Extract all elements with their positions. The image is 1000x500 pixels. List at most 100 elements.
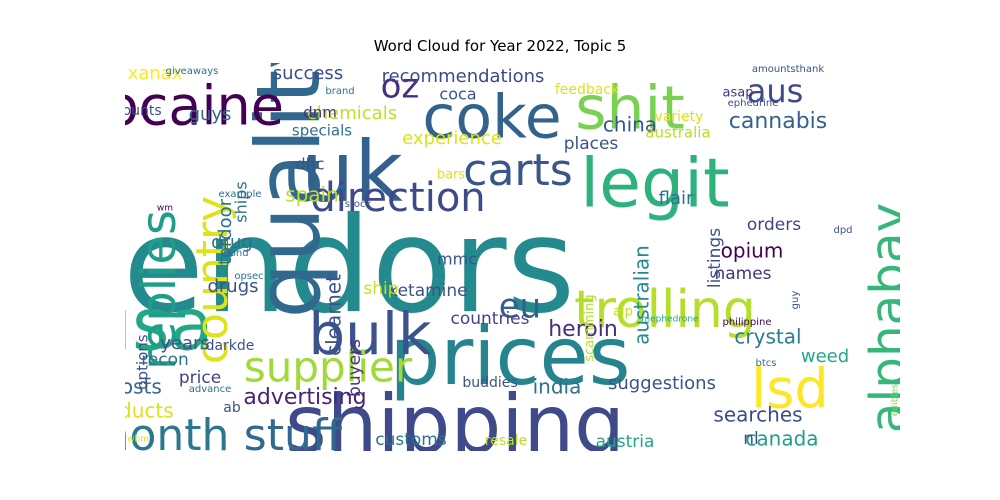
- word-cloud: vendorsqualityukpricesshippingusalegitco…: [125, 63, 900, 451]
- word-giveaways: giveaways: [166, 66, 219, 77]
- word-shit: shit: [575, 74, 684, 144]
- word-countries: countries: [451, 309, 530, 329]
- word-replies: replies: [131, 210, 187, 370]
- word-ship: ship: [363, 279, 398, 299]
- word-quality: quality: [237, 63, 340, 319]
- word-customs: customs: [375, 430, 447, 450]
- word-names: names: [714, 264, 771, 284]
- word-mmc: mmc: [437, 250, 477, 269]
- word-stuff: stuff: [244, 410, 344, 451]
- word-prices: prices: [390, 310, 631, 403]
- word-carts: carts: [463, 145, 572, 196]
- word-opsec: opsec: [234, 271, 263, 282]
- word-ab: ab: [223, 400, 241, 416]
- word-cocaine: cocaine: [125, 75, 284, 138]
- word-nl: nl: [743, 429, 759, 449]
- word-whm: whm: [127, 435, 149, 445]
- word-guys: guys: [189, 104, 232, 125]
- word-scamming: scamming: [583, 294, 598, 361]
- word-ketamine: ketamine: [388, 281, 467, 301]
- word-price: price: [179, 368, 221, 388]
- word-example: example: [218, 189, 261, 200]
- word-austria: austria: [596, 432, 655, 451]
- word-dnm: dnm: [303, 104, 337, 122]
- word-australian: australian: [630, 245, 654, 345]
- word-coca: coca: [439, 85, 476, 104]
- word-crystal: crystal: [734, 325, 801, 349]
- word-direction: direction: [310, 175, 485, 221]
- word-dhc: dhc: [295, 155, 324, 174]
- word-supplier: supplier: [244, 343, 413, 392]
- word-australia: australia: [645, 124, 710, 142]
- word-recommendations: recommendations: [382, 66, 545, 87]
- word-eu: eu: [499, 287, 541, 327]
- word-stock: stock: [345, 199, 372, 210]
- word-philippine: philippine: [723, 317, 772, 328]
- word-vendors: vendors: [125, 189, 575, 343]
- word-shipping: shipping: [285, 378, 625, 451]
- word-trolling: trolling: [574, 280, 756, 340]
- word-listings: listings: [705, 228, 725, 288]
- word-posts: posts: [125, 375, 162, 399]
- word-opium: opium: [721, 239, 784, 263]
- word-recon: recon: [141, 350, 189, 370]
- word-feedback: feedback: [555, 82, 620, 98]
- word-wm: wm: [157, 204, 173, 214]
- word-legit: legit: [580, 145, 729, 224]
- word-options: options: [134, 334, 152, 389]
- word-india: india: [533, 375, 582, 399]
- word-chemicals: chemicals: [307, 103, 397, 124]
- word-variety: variety: [655, 109, 704, 125]
- word-oz: oz: [381, 67, 420, 107]
- word-places: places: [564, 134, 619, 154]
- word-aus: aus: [747, 72, 804, 110]
- word-edibles: edibles: [891, 384, 901, 417]
- word-products: products: [125, 399, 174, 423]
- word-guy: guy: [790, 291, 801, 310]
- word-years: years: [160, 333, 210, 354]
- chart-title: Word Cloud for Year 2022, Topic 5: [373, 37, 627, 55]
- word-suggestions: suggestions: [608, 373, 716, 394]
- word-advance: advance: [189, 384, 232, 395]
- word-coke: coke: [422, 83, 561, 153]
- word-buddies: buddies: [462, 375, 517, 391]
- word-searches: searches: [713, 403, 802, 427]
- word-dpd: dpd: [833, 225, 852, 236]
- word-heroin: heroin: [548, 317, 618, 342]
- word-buyers: buyers: [345, 339, 365, 397]
- word-uk: uk: [301, 123, 403, 221]
- word-bulk: bulk: [308, 300, 432, 368]
- word-amountsthank: amountsthank: [752, 64, 825, 75]
- word-resale: resale: [485, 433, 527, 449]
- word-brand: brand: [325, 86, 354, 97]
- word-alp: alp: [613, 305, 633, 320]
- word-advertising: advertising: [243, 385, 366, 410]
- word-flair: flair: [659, 188, 694, 209]
- word-tordoor: tordoor: [215, 198, 236, 265]
- word-cannabis: cannabis: [729, 109, 827, 134]
- word-success: success: [273, 63, 343, 84]
- word-country: country: [187, 196, 238, 364]
- word-ephedrine: ephedrine: [728, 98, 779, 109]
- word-clearnet: clearnet: [322, 274, 346, 356]
- word-month: month: [125, 410, 229, 451]
- word-experience: experience: [402, 128, 502, 149]
- word-specials: specials: [292, 122, 352, 140]
- word-usa: usa: [125, 283, 214, 367]
- word-alphabay: alphabay: [860, 203, 901, 434]
- word-drug: drug: [211, 232, 253, 253]
- word-weed: weed: [801, 346, 849, 367]
- word-btcs: btcs: [756, 358, 777, 369]
- word-amounts: amounts: [125, 103, 162, 119]
- word-orders: orders: [747, 215, 801, 235]
- word-ships: ships: [232, 181, 251, 222]
- word-mephedrone: mephedrone: [641, 315, 699, 325]
- word-canada: canada: [745, 427, 818, 451]
- word-lsd: lsd: [751, 358, 828, 421]
- word-xanax: xanax: [128, 63, 183, 84]
- word-asap: asap: [723, 86, 754, 101]
- word-bond: bond: [223, 248, 248, 259]
- word-darkde: darkde: [206, 338, 255, 354]
- word-bars: bars: [437, 168, 466, 183]
